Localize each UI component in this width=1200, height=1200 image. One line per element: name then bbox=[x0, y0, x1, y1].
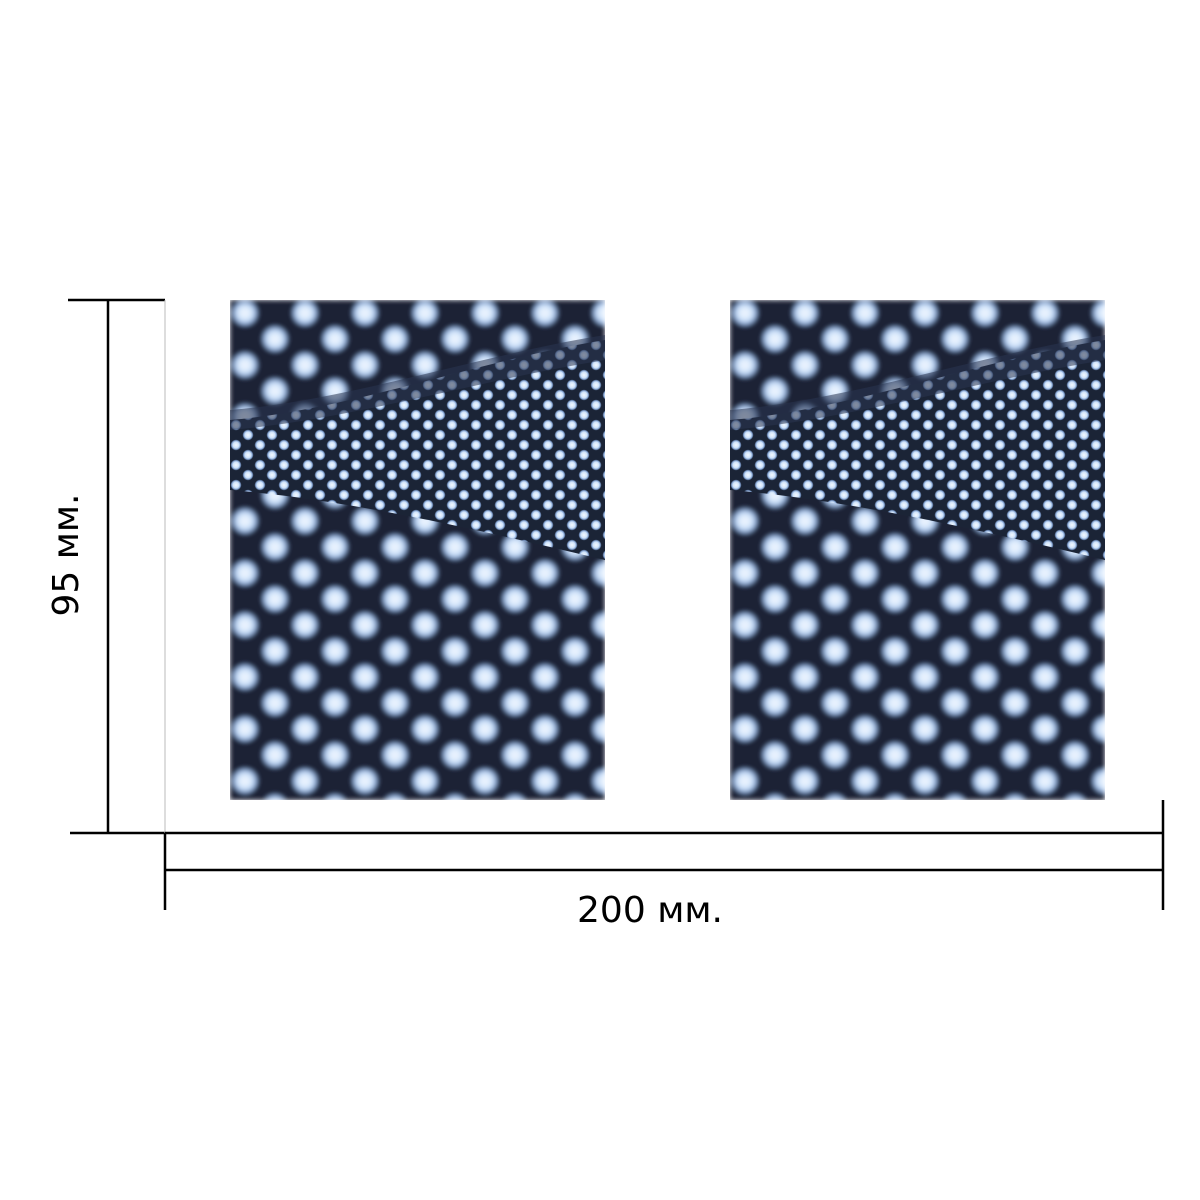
panel-image-right bbox=[730, 300, 1105, 800]
height-dimension: 95 мм. bbox=[46, 298, 166, 835]
height-label: 95 мм. bbox=[46, 493, 87, 616]
width-label: 200 мм. bbox=[577, 890, 723, 931]
width-dimension: 200 мм. bbox=[163, 800, 1165, 931]
panel-image-left bbox=[230, 300, 605, 800]
